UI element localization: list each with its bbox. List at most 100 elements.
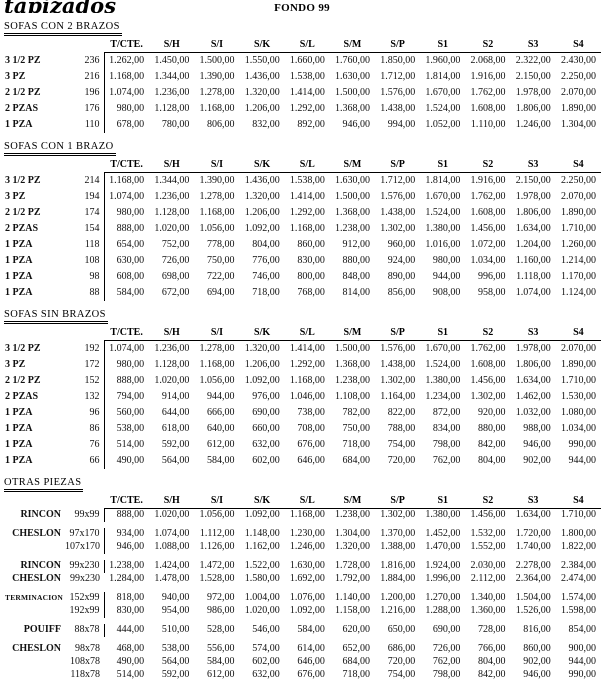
price-cell: 1.890,00 — [561, 207, 596, 218]
column-header: S2 — [465, 156, 511, 173]
sections: SOFAS CON 2 BRAZOS T/CTE. S/H S/I S/K S/L S/M… — [4, 16, 601, 682]
price-cell: 718,00 — [252, 287, 280, 298]
price-cell: 1.526,00 — [515, 605, 551, 616]
column-header: S/H — [149, 492, 195, 509]
price-cell: 1.302,00 — [380, 223, 416, 234]
price-cell: 1.916,00 — [470, 175, 506, 186]
price-cell: 1.118,00 — [516, 271, 551, 282]
price-cell: 698,00 — [161, 271, 190, 282]
price-cell: 1.760,00 — [335, 55, 371, 66]
column-header: S/M — [329, 324, 376, 341]
price-cell: 1.462,00 — [515, 391, 551, 402]
price-cell: 1.576,00 — [380, 343, 416, 354]
price-cell: 1.340,00 — [470, 592, 506, 603]
row-label: 2 1/2 PZ — [5, 375, 41, 386]
row-size: 107x170 — [65, 541, 100, 552]
column-header: T/CTE. — [104, 492, 150, 509]
row-size: 66 — [89, 455, 100, 466]
price-cell: 1.112,00 — [199, 528, 235, 539]
table-row: 1 PZA 96 560,00 644,00 666,00 690,00 738,00 782… — [4, 405, 601, 421]
row-label: 2 1/2 PZ — [5, 87, 41, 98]
column-header: S/K — [239, 324, 285, 341]
price-cell: 806,00 — [207, 119, 235, 130]
price-cell: 1.292,00 — [289, 359, 325, 370]
price-cell: 782,00 — [342, 407, 371, 418]
price-cell: 814,00 — [342, 287, 371, 298]
table-row: 1 PZA 88 584,00 672,00 694,00 718,00 768,00 814… — [4, 285, 601, 301]
price-cell: 1.128,00 — [154, 359, 190, 370]
price-cell: 1.630,00 — [289, 560, 325, 571]
price-cell: 1.456,00 — [470, 375, 506, 386]
row-label: TERMINACION — [5, 593, 64, 602]
price-cell: 980,00 — [103, 357, 150, 373]
price-cell: 920,00 — [478, 407, 506, 418]
price-cell: 1.126,00 — [199, 541, 235, 552]
price-cell: 1.710,00 — [561, 509, 596, 520]
column-header: S/L — [284, 156, 330, 173]
price-cell: 1.368,00 — [335, 359, 371, 370]
row-size: 152x99 — [69, 592, 100, 603]
price-cell: 1.524,00 — [425, 207, 461, 218]
price-cell: 612,00 — [207, 439, 235, 450]
column-header: S/H — [149, 36, 195, 53]
price-cell: 690,00 — [252, 407, 280, 418]
price-cell: 1.720,00 — [515, 528, 551, 539]
header-spacer — [4, 156, 104, 173]
price-cell: 1.762,00 — [470, 343, 506, 354]
price-cell: 1.092,00 — [244, 375, 280, 386]
price-cell: 684,00 — [342, 656, 371, 667]
price-cell: 1.046,00 — [289, 391, 325, 402]
price-cell: 1.204,00 — [515, 239, 551, 250]
price-cell: 1.670,00 — [425, 191, 461, 202]
row-size: 192 — [84, 342, 100, 354]
row-label: 3 1/2 PZ — [5, 174, 41, 186]
table-row: 1 PZA 110 678,00 780,00 806,00 832,00 892,00 94… — [4, 117, 601, 133]
row-label: 1 PZA — [5, 455, 33, 466]
price-cell: 1.236,00 — [154, 191, 190, 202]
price-cell: 1.344,00 — [154, 175, 190, 186]
price-cell: 1.438,00 — [380, 207, 416, 218]
price-cell: 584,00 — [103, 285, 150, 301]
price-cell: 1.424,00 — [154, 560, 190, 571]
price-cell: 1.238,00 — [335, 509, 371, 520]
price-cell: 946,00 — [103, 541, 150, 554]
price-cell: 2.278,00 — [515, 560, 551, 571]
row-label — [4, 669, 64, 682]
price-cell: 1.532,00 — [470, 528, 506, 539]
price-cell: 1.380,00 — [425, 509, 461, 520]
price-cell: 2.112,00 — [470, 573, 506, 584]
price-cell: 1.056,00 — [199, 223, 235, 234]
price-cell: 830,00 — [297, 255, 325, 266]
price-cell: 546,00 — [252, 624, 280, 635]
column-header: S1 — [420, 36, 466, 53]
row-size: 88x78 — [74, 624, 100, 635]
row-size: 236 — [84, 54, 100, 66]
price-cell: 892,00 — [297, 119, 325, 130]
price-cell: 1.500,00 — [335, 87, 371, 98]
table-row: 107x170 946,00 1.088,00 1.126,00 1.162,00 1.2… — [4, 541, 601, 554]
price-cell: 1.288,00 — [425, 605, 461, 616]
price-cell: 538,00 — [161, 643, 190, 654]
price-cell: 888,00 — [103, 221, 150, 237]
price-cell: 1.160,00 — [515, 255, 551, 266]
price-cell: 1.270,00 — [425, 592, 461, 603]
price-cell: 1.124,00 — [561, 287, 596, 298]
column-header: S3 — [510, 492, 556, 509]
table-row: POUIFF 88x78 444,00 510,00 528,00 546,00 584,0… — [4, 624, 601, 637]
price-cell: 694,00 — [207, 287, 235, 298]
table-row: 1 PZA 76 514,00 592,00 612,00 632,00 676,00 718… — [4, 437, 601, 453]
price-cell: 1.302,00 — [380, 509, 416, 520]
column-header: S4 — [555, 156, 601, 173]
table-row: RINCON 99x230 1.238,00 1.424,00 1.472,00 1.52… — [4, 560, 601, 573]
price-cell: 946,00 — [342, 119, 371, 130]
price-section: SOFAS CON 2 BRAZOS T/CTE. S/H S/I S/K S/L S/M… — [4, 16, 601, 133]
price-cell: 1.660,00 — [289, 55, 325, 66]
price-cell: 650,00 — [387, 624, 416, 635]
row-label: POUIFF — [23, 624, 61, 635]
price-cell: 946,00 — [523, 669, 551, 680]
price-cell: 1.478,00 — [154, 573, 190, 584]
price-cell: 1.056,00 — [199, 375, 235, 386]
table-row: CHESLON 99x230 1.284,00 1.478,00 1.528,00 1.5… — [4, 573, 601, 586]
price-cell: 902,00 — [523, 656, 551, 667]
